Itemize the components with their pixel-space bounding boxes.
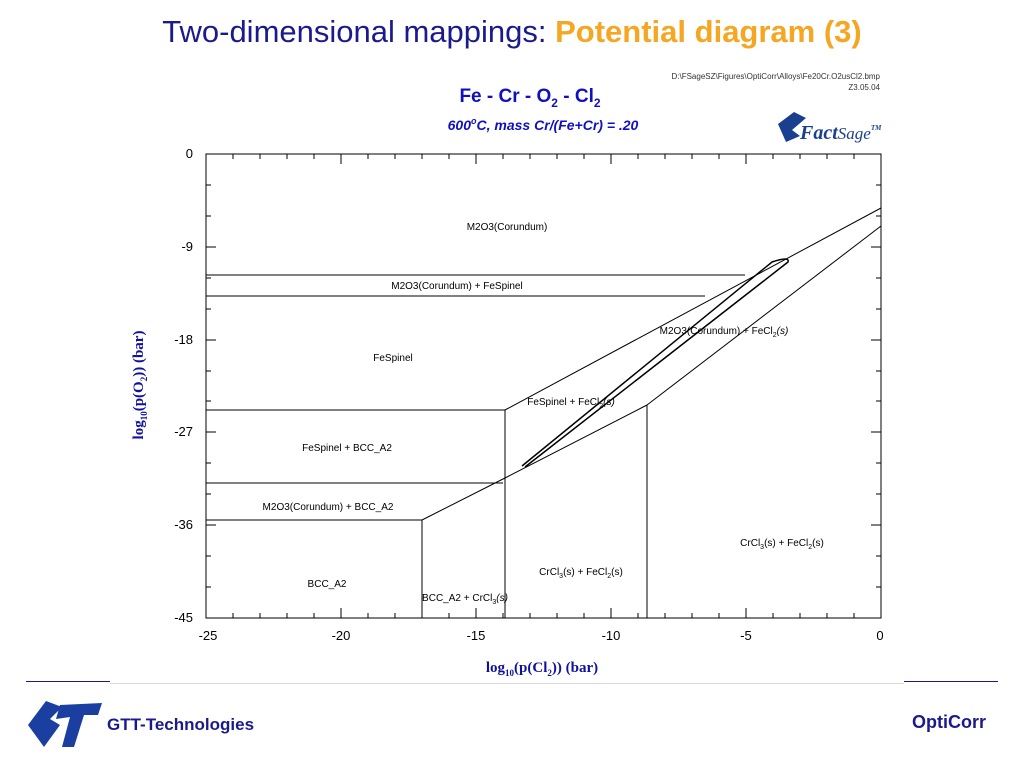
footer-rule-right xyxy=(904,681,998,682)
y-tick-label: -27 xyxy=(174,424,193,439)
slide-title-prefix: Two-dimensional mappings: xyxy=(162,14,556,49)
x-tick-label: -15 xyxy=(467,628,486,643)
phase-boundaries xyxy=(206,207,882,618)
factsage-logo-mark xyxy=(778,112,806,142)
slide-title-highlight: Potential diagram (3) xyxy=(555,14,862,49)
region-label: BCC_A2 xyxy=(308,579,347,590)
region-label: FeSpinel + FeCl2(s) xyxy=(527,397,615,410)
file-path: D:\FSageSZ\Figures\OptiCorr\Alloys\Fe20C… xyxy=(671,72,880,81)
footer-divider xyxy=(110,683,904,684)
y-tick-label: -18 xyxy=(174,332,193,347)
y-ticks xyxy=(206,153,881,619)
diagram-subtitle: 600oC, mass Cr/(Fe+Cr) = .20 xyxy=(448,116,639,133)
region-label: M2O3(Corundum) + FeCl2(s) xyxy=(660,326,789,339)
x-ticks xyxy=(232,154,855,618)
file-date: Z3.05.04 xyxy=(848,83,880,92)
y-axis-label: log10(p(O2)) (bar) xyxy=(131,331,149,440)
region-label: M2O3(Corundum) + FeSpinel xyxy=(391,281,522,292)
gtt-logo-icon xyxy=(28,701,102,747)
factsage-logo-text: FactSageTM xyxy=(799,122,882,144)
region-label: BCC_A2 + CrCl3(s) xyxy=(422,593,508,606)
region-label: M2O3(Corundum) + BCC_A2 xyxy=(263,502,394,513)
diagram-title: Fe - Cr - O2 - Cl2 xyxy=(459,86,600,110)
y-tick-label: -36 xyxy=(174,517,193,532)
region-label: CrCl3(s) + FeCl2(s) xyxy=(539,567,623,580)
boundary-line xyxy=(421,477,506,521)
y-tick-label: -45 xyxy=(174,610,193,625)
x-axis-label: log10(p(Cl2)) (bar) xyxy=(486,660,598,678)
region-label: FeSpinel xyxy=(373,353,412,364)
factsage-logo: FactSageTM xyxy=(778,112,882,144)
footer-rule-left xyxy=(26,681,110,682)
region-label: M2O3(Corundum) xyxy=(467,222,548,233)
y-tick-label: -9 xyxy=(181,239,193,254)
plot-area xyxy=(205,153,882,619)
boundary-loop xyxy=(521,258,789,468)
region-label: FeSpinel + BCC_A2 xyxy=(302,443,392,454)
x-tick-label: -5 xyxy=(740,628,752,643)
boundary-line xyxy=(504,404,648,479)
boundary-line xyxy=(646,225,882,406)
y-tick-label: 0 xyxy=(186,146,193,161)
region-label: CrCl3(s) + FeCl2(s) xyxy=(740,538,824,551)
x-tick-label: 0 xyxy=(876,628,883,643)
product-name: OptiCorr xyxy=(912,712,986,732)
company-name: GTT-Technologies xyxy=(107,715,255,734)
boundary-line xyxy=(504,207,882,411)
x-tick-label: -10 xyxy=(602,628,621,643)
x-tick-label: -25 xyxy=(199,628,218,643)
slide-title: Two-dimensional mappings: Potential diag… xyxy=(0,14,1024,50)
x-tick-label: -20 xyxy=(332,628,351,643)
